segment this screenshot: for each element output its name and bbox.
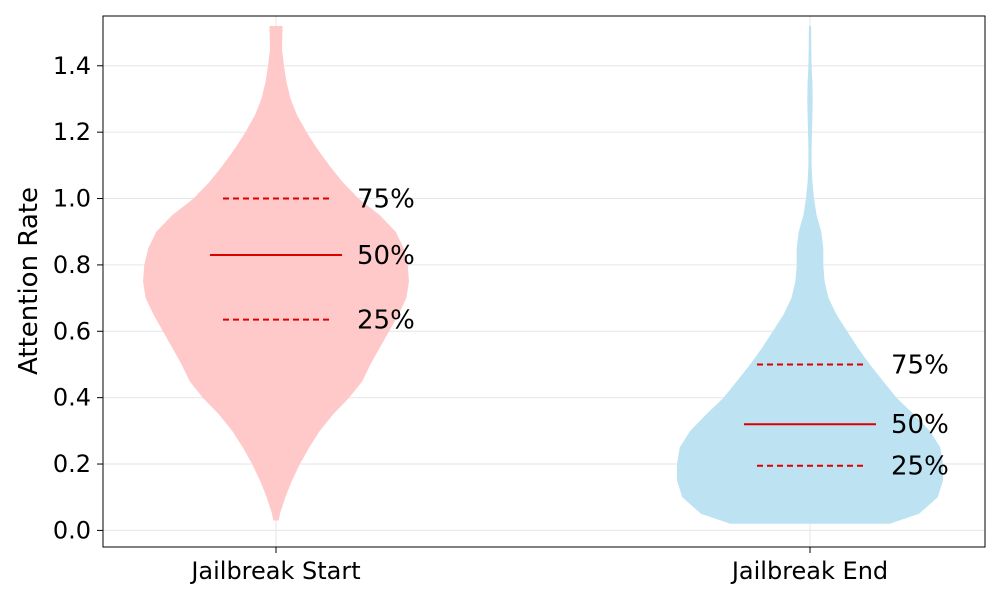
violin-layer [143,26,943,524]
quartile-label-q75: 75% [357,185,415,215]
quartile-label-q50: 50% [891,410,949,440]
y-tick-label: 0.0 [53,516,91,544]
y-axis-label: Attention Rate [14,187,44,375]
plot-frame [102,15,986,548]
y-tick-label: 0.8 [53,251,91,279]
y-tick-label: 1.0 [53,185,91,213]
y-tick-label: 0.6 [53,317,91,345]
y-tick-label: 1.4 [53,52,91,80]
violin-body-jailbreak-end [677,26,943,524]
quartile-label-q25: 25% [357,306,415,336]
violin-body-jailbreak-start [143,26,409,521]
x-tick-label: Jailbreak Start [189,557,360,585]
quartile-label-q25: 25% [891,452,949,482]
y-tick-label: 0.2 [53,450,91,478]
x-tick-label: Jailbreak End [730,557,888,585]
x-axis-ticks: Jailbreak Start Jailbreak End [189,547,888,585]
y-axis-ticks: 0.0 0.2 0.4 0.6 0.8 1.0 1.2 1.4 [53,52,103,544]
quartile-label-q75: 75% [891,350,949,380]
y-tick-label: 0.4 [53,384,91,412]
quartile-label-q50: 50% [357,241,415,271]
y-tick-label: 1.2 [53,118,91,146]
quartile-layer: 25% 50% 75% 25% 50% 75% [210,185,949,482]
